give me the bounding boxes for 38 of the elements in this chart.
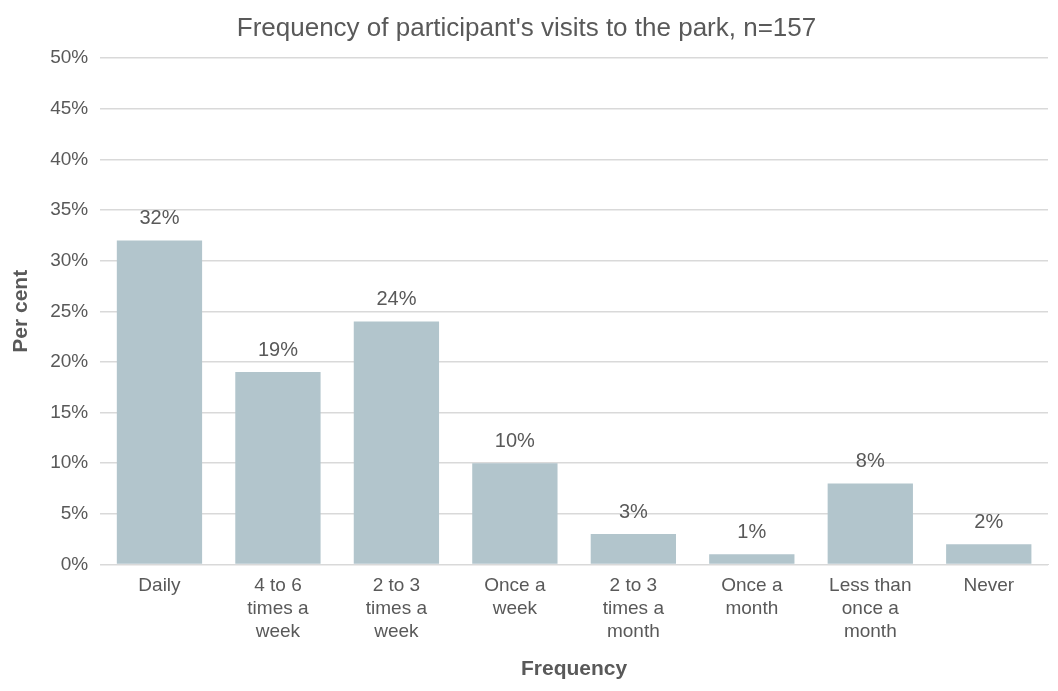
y-tick-label: 15% bbox=[50, 400, 89, 422]
bar bbox=[353, 321, 440, 564]
data-label: 32% bbox=[139, 205, 180, 228]
y-tick-label: 5% bbox=[60, 502, 89, 524]
x-tick-label: Never bbox=[963, 574, 1015, 596]
data-label: 24% bbox=[376, 286, 417, 309]
data-label: 8% bbox=[855, 448, 885, 471]
x-axis-title: Frequency bbox=[521, 656, 628, 680]
y-tick-label: 30% bbox=[50, 248, 89, 270]
y-tick-label: 20% bbox=[50, 350, 89, 372]
y-tick-label: 35% bbox=[50, 198, 89, 220]
data-label: 10% bbox=[494, 428, 536, 451]
x-tick-label: 4 to 6 times a week bbox=[247, 574, 309, 641]
bar bbox=[116, 240, 203, 564]
bar bbox=[590, 534, 676, 564]
y-tick-label: 25% bbox=[50, 299, 89, 321]
y-tick-label: 45% bbox=[50, 97, 89, 119]
y-tick-label: 0% bbox=[60, 552, 89, 574]
y-tick-label: 10% bbox=[50, 451, 89, 473]
bar bbox=[235, 372, 321, 564]
bar bbox=[709, 554, 795, 564]
bar bbox=[827, 483, 913, 564]
x-tick-label: Less than once a month bbox=[829, 574, 912, 641]
data-label: 2% bbox=[974, 509, 1004, 532]
x-tick-label: Once a week bbox=[484, 574, 546, 618]
data-label: 19% bbox=[257, 337, 299, 360]
x-tick-label: 2 to 3 times a month bbox=[602, 574, 665, 641]
data-label: 1% bbox=[737, 519, 767, 542]
x-tick-label: Once a month bbox=[721, 574, 783, 618]
y-axis-title: Per cent bbox=[8, 269, 32, 353]
bar bbox=[946, 544, 1032, 564]
chart-title: Frequency of participant's visits to the park, n=157 bbox=[236, 11, 817, 42]
x-tick-label: Daily bbox=[138, 574, 182, 596]
data-label: 3% bbox=[618, 499, 649, 522]
bar bbox=[472, 463, 558, 564]
y-tick-label: 50% bbox=[50, 46, 89, 68]
y-tick-label: 40% bbox=[50, 147, 89, 169]
x-tick-label: 2 to 3 times a week bbox=[365, 574, 428, 641]
